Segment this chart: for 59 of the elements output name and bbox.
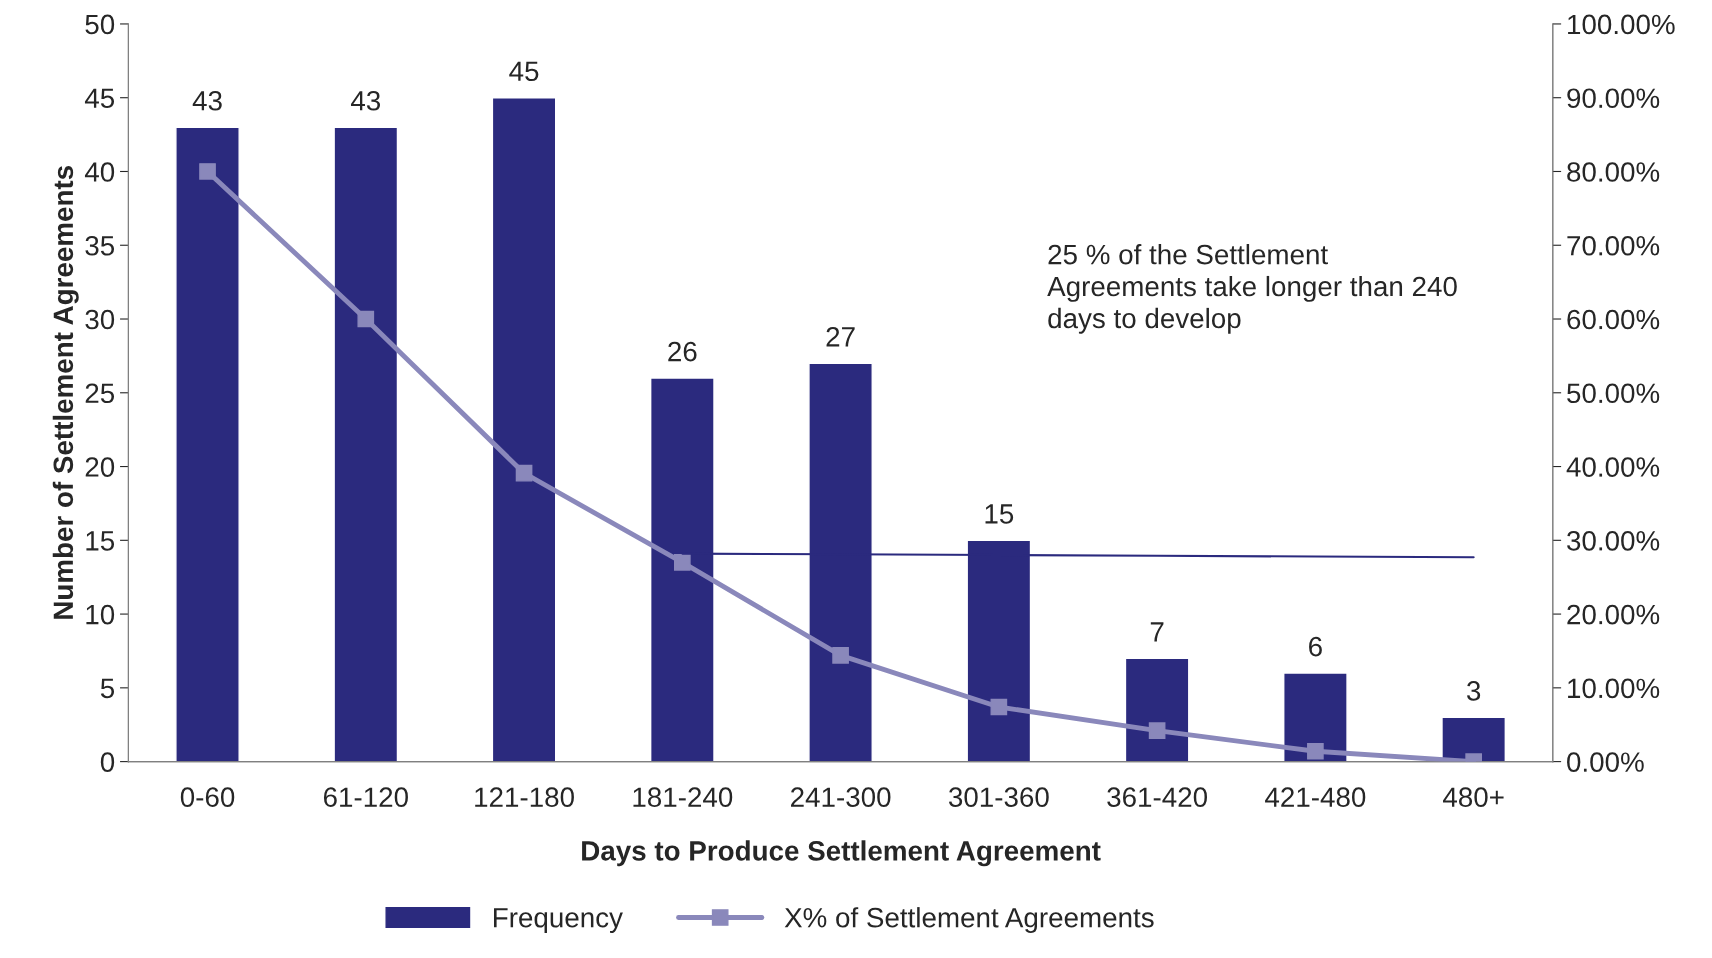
y-tick-label: 25 <box>85 383 115 404</box>
bar <box>1283 672 1348 762</box>
y2-tick-label: 60.00% <box>1567 309 1660 330</box>
y2-tick-label: 90.00% <box>1567 88 1660 109</box>
x-tick-label: 241-300 <box>791 787 891 808</box>
y2-tick-label: 50.00% <box>1567 383 1660 404</box>
x-tick-label: 421-480 <box>1265 787 1366 808</box>
data-label: 26 <box>668 341 697 362</box>
bar <box>175 126 240 762</box>
bar <box>1441 716 1506 762</box>
y-tick-label: 50 <box>85 14 115 35</box>
y2-tick-label: 0.00% <box>1567 752 1644 772</box>
data-label: 45 <box>509 61 539 82</box>
bar <box>491 97 557 762</box>
y2-tick-label: 10.00% <box>1568 678 1660 699</box>
y2-tick-label: 70.00% <box>1567 235 1660 256</box>
y-tick-label: 30 <box>85 309 115 330</box>
data-label: 7 <box>1150 622 1164 642</box>
data-label: 15 <box>985 504 1014 524</box>
y-tick-label: 20 <box>85 457 115 477</box>
bar <box>1124 657 1190 762</box>
point <box>515 464 533 482</box>
y-tick-label: 10 <box>86 604 115 625</box>
y-axis-title: Number of Settlement Agreements <box>52 165 79 619</box>
x-tick-label: 301-360 <box>948 787 1049 808</box>
x-tick-label: 480+ <box>1443 787 1504 808</box>
y-tick-label: 15 <box>86 531 115 551</box>
point <box>1307 742 1324 760</box>
point <box>1148 722 1166 739</box>
x-axis-title: Days to Produce Settlement Agreement <box>582 840 1101 867</box>
y-tick-label: 0 <box>100 752 115 772</box>
y2-tick-label: 40.00% <box>1566 457 1660 477</box>
x-tick-label: 361-420 <box>1107 787 1208 808</box>
y2-tick-label: 20.00% <box>1567 604 1660 625</box>
data-label: 43 <box>350 90 381 111</box>
data-label: 3 <box>1466 681 1481 701</box>
y2-tick-label: 80.00% <box>1567 162 1660 182</box>
x-tick-label: 61-120 <box>323 787 408 808</box>
legend-label: Frequency <box>494 908 623 933</box>
annotation: 25 % of the Settlement Agreements take longer than 240 days to develop <box>1047 244 1457 334</box>
x-tick-label: 181-240 <box>633 787 733 808</box>
legend-label: X% of Settlement Agreements <box>784 907 1154 933</box>
data-label: 27 <box>826 327 855 347</box>
y-tick-label: 35 <box>85 235 115 256</box>
point <box>673 554 691 571</box>
y2-tick-label: 30.00% <box>1567 530 1660 551</box>
x-tick-label: 0-60 <box>180 787 235 808</box>
data-label: 43 <box>192 90 222 111</box>
y-tick-label: 45 <box>84 88 115 109</box>
x-tick-label: 121-180 <box>475 787 574 808</box>
point <box>832 647 849 664</box>
y-tick-label: 40 <box>84 162 115 182</box>
data-label: 6 <box>1309 636 1322 657</box>
bar <box>333 126 399 762</box>
point <box>357 310 375 328</box>
point <box>990 698 1008 716</box>
y-tick-label: 5 <box>100 678 115 699</box>
y2-tick-label: 100.00% <box>1568 14 1675 35</box>
point <box>199 163 216 180</box>
